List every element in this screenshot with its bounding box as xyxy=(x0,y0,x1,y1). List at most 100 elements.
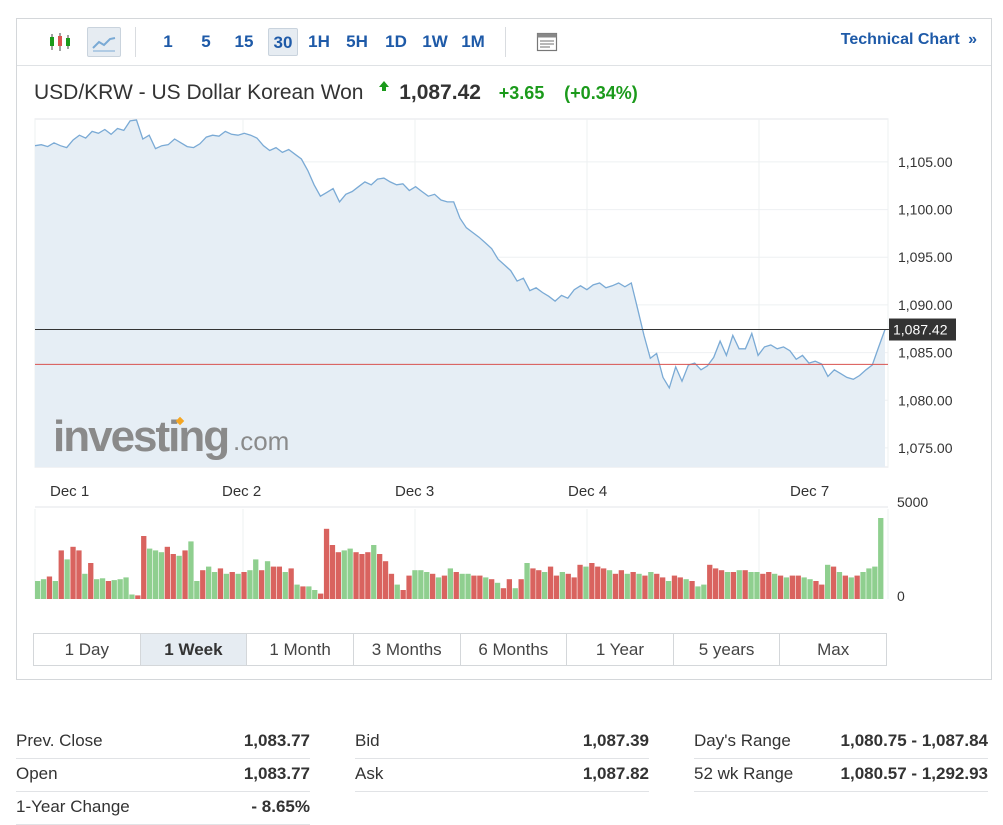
volume-bar xyxy=(459,573,465,599)
volume-bar xyxy=(612,573,619,599)
volume-bar xyxy=(789,575,795,599)
volume-bar xyxy=(441,575,448,599)
volume-bar xyxy=(577,564,583,599)
stat-row: 52 wk Range 1,080.57 - 1,292.93 xyxy=(694,759,988,792)
instrument-title: USD/KRW - US Dollar Korean Won xyxy=(34,81,364,104)
stat-label: 1-Year Change xyxy=(16,797,130,816)
stat-label: Bid xyxy=(355,731,380,750)
x-tick-label: Dec 3 xyxy=(395,483,434,500)
double-chevron-right-icon: » xyxy=(968,31,977,48)
volume-bar xyxy=(713,568,719,599)
volume-bar xyxy=(630,572,636,599)
interval-15[interactable]: 15 xyxy=(234,32,254,51)
volume-bar xyxy=(406,575,412,599)
range-tab-1-day[interactable]: 1 Day xyxy=(34,634,141,665)
range-tab-1-month[interactable]: 1 Month xyxy=(247,634,354,665)
volume-bar xyxy=(807,579,813,599)
interval-1d[interactable]: 1D xyxy=(385,32,407,51)
chart-widget: 1 5 15 30 1H 5H 1D 1W 1M Technical Chart » USD/K… xyxy=(16,18,992,680)
logo-dot xyxy=(175,416,185,426)
volume-bar xyxy=(559,572,565,599)
volume-bar xyxy=(211,572,218,599)
stat-label: 52 wk Range xyxy=(694,764,794,783)
volume-bar xyxy=(601,568,607,599)
range-tab-max[interactable]: Max xyxy=(817,640,850,659)
volume-bar xyxy=(671,575,678,599)
volume-bar xyxy=(347,548,353,599)
volume-bar xyxy=(677,577,683,599)
volume-bar xyxy=(241,572,247,599)
volume-bar xyxy=(683,579,689,599)
range-tab-5-years[interactable]: 5 years xyxy=(674,634,781,665)
volume-bar xyxy=(52,581,58,599)
settings-panel-icon[interactable] xyxy=(536,31,558,53)
interval-1[interactable]: 1 xyxy=(163,32,173,51)
technical-chart-link[interactable]: Technical Chart » xyxy=(841,31,977,49)
volume-bar xyxy=(394,584,400,599)
volume-bar xyxy=(689,581,695,599)
interval-5[interactable]: 5 xyxy=(201,32,211,51)
volume-bar xyxy=(547,566,554,599)
y-tick-label: 1,105.00 xyxy=(898,154,953,170)
stat-label: Open xyxy=(16,764,58,783)
range-tab-3-months[interactable]: 3 Months xyxy=(354,634,461,665)
current-price-label: 1,087.42 xyxy=(893,322,948,338)
volume-bar xyxy=(701,584,707,599)
investing-logo: investing xyxy=(53,412,228,461)
price-chart[interactable]: 1,105.00 1,100.00 1,095.00 1,090.00 1,085.00… xyxy=(17,19,991,629)
volume-bar xyxy=(471,575,477,599)
stat-value: 1,080.75 - 1,087.84 xyxy=(840,731,988,750)
volume-bar xyxy=(736,570,742,599)
volume-bar xyxy=(860,572,866,599)
volume-bar xyxy=(766,572,772,599)
volume-bar xyxy=(318,593,324,599)
volume-bar xyxy=(359,554,365,599)
interval-30[interactable]: 30 xyxy=(268,28,298,56)
volume-bar xyxy=(335,552,341,599)
stat-row: 1-Year Change - 8.65% xyxy=(16,792,310,825)
volume-bar xyxy=(842,575,848,599)
range-tab-1-week[interactable]: 1 Week xyxy=(140,634,248,665)
volume-bar xyxy=(477,575,483,599)
volume-bar xyxy=(76,550,82,599)
range-tab-6-months[interactable]: 6 Months xyxy=(461,634,568,665)
volume-bar xyxy=(188,541,194,599)
volume-bar xyxy=(565,573,571,599)
volume-bar xyxy=(194,581,200,599)
volume-bar xyxy=(760,573,766,599)
volume-bar xyxy=(341,550,347,599)
volume-bar xyxy=(329,545,336,599)
volume-bar xyxy=(530,568,536,599)
candlestick-icon[interactable] xyxy=(47,31,73,53)
volume-bar xyxy=(648,572,654,599)
volume-bar xyxy=(642,575,648,599)
volume-bar xyxy=(636,573,642,599)
volume-bar xyxy=(170,554,176,599)
stat-value: - 8.65% xyxy=(251,797,310,816)
toolbar-divider xyxy=(505,27,506,57)
x-tick-label: Dec 1 xyxy=(50,483,89,500)
interval-5h[interactable]: 5H xyxy=(346,32,368,51)
volume-bar xyxy=(606,570,613,599)
volume-bar xyxy=(158,552,165,599)
volume-bar xyxy=(400,590,406,599)
stat-value: 1,087.82 xyxy=(582,764,649,783)
line-chart-icon[interactable] xyxy=(87,27,121,57)
y-tick-label: 1,075.00 xyxy=(898,440,953,456)
volume-bar xyxy=(323,528,330,599)
interval-1w[interactable]: 1W xyxy=(422,32,448,51)
interval-1h[interactable]: 1H xyxy=(308,32,330,51)
chart-toolbar: 1 5 15 30 1H 5H 1D 1W 1M Technical Chart » xyxy=(17,19,991,66)
volume-bar xyxy=(654,573,660,599)
volume-bar xyxy=(223,573,229,599)
volume-bar xyxy=(371,545,377,599)
volume-axis-label-zero: 0 xyxy=(897,588,905,604)
interval-1m[interactable]: 1M xyxy=(461,32,485,51)
volume-bar xyxy=(872,566,878,599)
x-tick-label: Dec 4 xyxy=(568,483,607,500)
price-change-percent: (+0.34%) xyxy=(564,83,638,103)
volume-bar xyxy=(294,584,300,599)
volume-bar xyxy=(571,577,577,599)
range-tab-1-year[interactable]: 1 Year xyxy=(567,634,674,665)
volume-bar xyxy=(152,550,159,599)
